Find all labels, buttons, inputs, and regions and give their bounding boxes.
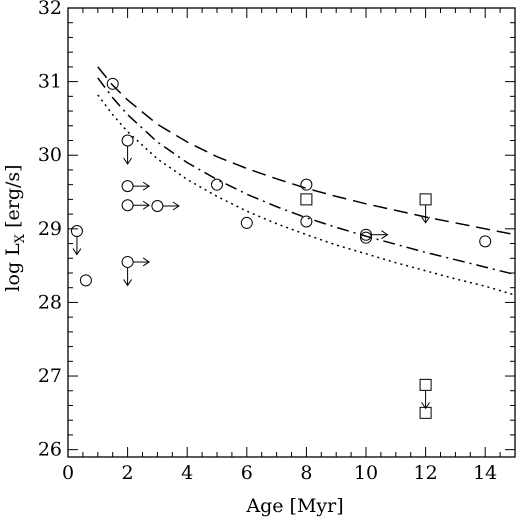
y-axis-title-unit: [erg/s] [2,164,24,234]
circle-marker [360,231,372,244]
square-marker [419,193,432,206]
x-tick-label: 10 [354,462,378,484]
upper-limit-arrow-head [123,279,133,287]
data-markers [70,77,492,419]
upper-limit-arrow-head [421,216,431,224]
circle-marker [211,178,223,191]
x-tick-label: 4 [181,462,193,484]
age-limit-arrow-head [142,200,151,210]
upper-limit-arrow-head [421,402,431,410]
circle-marker [240,216,253,229]
dashed-curve [97,66,516,236]
circle-marker [121,199,134,212]
y-tick-label: 26 [38,439,62,461]
square-marker [419,378,432,391]
y-tick-label: 29 [38,218,62,240]
y-tick-label: 31 [38,71,62,93]
circle-marker [121,255,134,268]
x-tick-label: 2 [122,462,134,484]
model-curves [97,66,516,296]
dotted-curve [97,94,516,296]
age-limit-arrow-head [142,257,151,267]
y-tick-label: 28 [38,291,62,313]
y-axis-title-main: log L [2,243,24,292]
y-axis-title-subscript: X [13,233,28,243]
x-axis-title: Age [Myr] [245,495,343,517]
y-axis-title: log LX [erg/s] [2,164,28,291]
dashdot-curve [97,77,516,276]
x-tick-label: 6 [241,462,253,484]
circle-marker [79,274,92,287]
circle-marker [70,225,83,238]
plot-frame [67,7,516,458]
circle-marker [300,178,313,191]
upper-limit-arrow-head [72,248,82,256]
age-limit-arrow-head [142,181,151,191]
y-tick-label: 27 [38,365,62,387]
circle-marker [479,235,492,248]
circle-marker [300,215,313,228]
y-tick-label: 32 [38,0,62,19]
upper-limit-arrow-head [123,157,133,165]
x-tick-label: 14 [473,462,497,484]
x-tick-label: 12 [414,462,438,484]
x-tick-label: 8 [300,462,312,484]
square-marker [419,406,432,419]
circle-marker [121,180,134,193]
y-axis-ticks: 26 27 28 29 30 31 32 [38,0,515,461]
circle-marker [121,134,134,147]
x-axis-ticks: 0 2 4 6 8 10 12 14 [62,8,516,484]
square-marker [300,193,313,206]
x-tick-label: 0 [62,462,74,484]
circle-marker [106,77,119,90]
age-limit-arrow-head [381,230,389,240]
circle-marker [151,200,164,213]
y-tick-label: 30 [38,144,62,166]
age-limit-arrow-head [172,201,180,211]
